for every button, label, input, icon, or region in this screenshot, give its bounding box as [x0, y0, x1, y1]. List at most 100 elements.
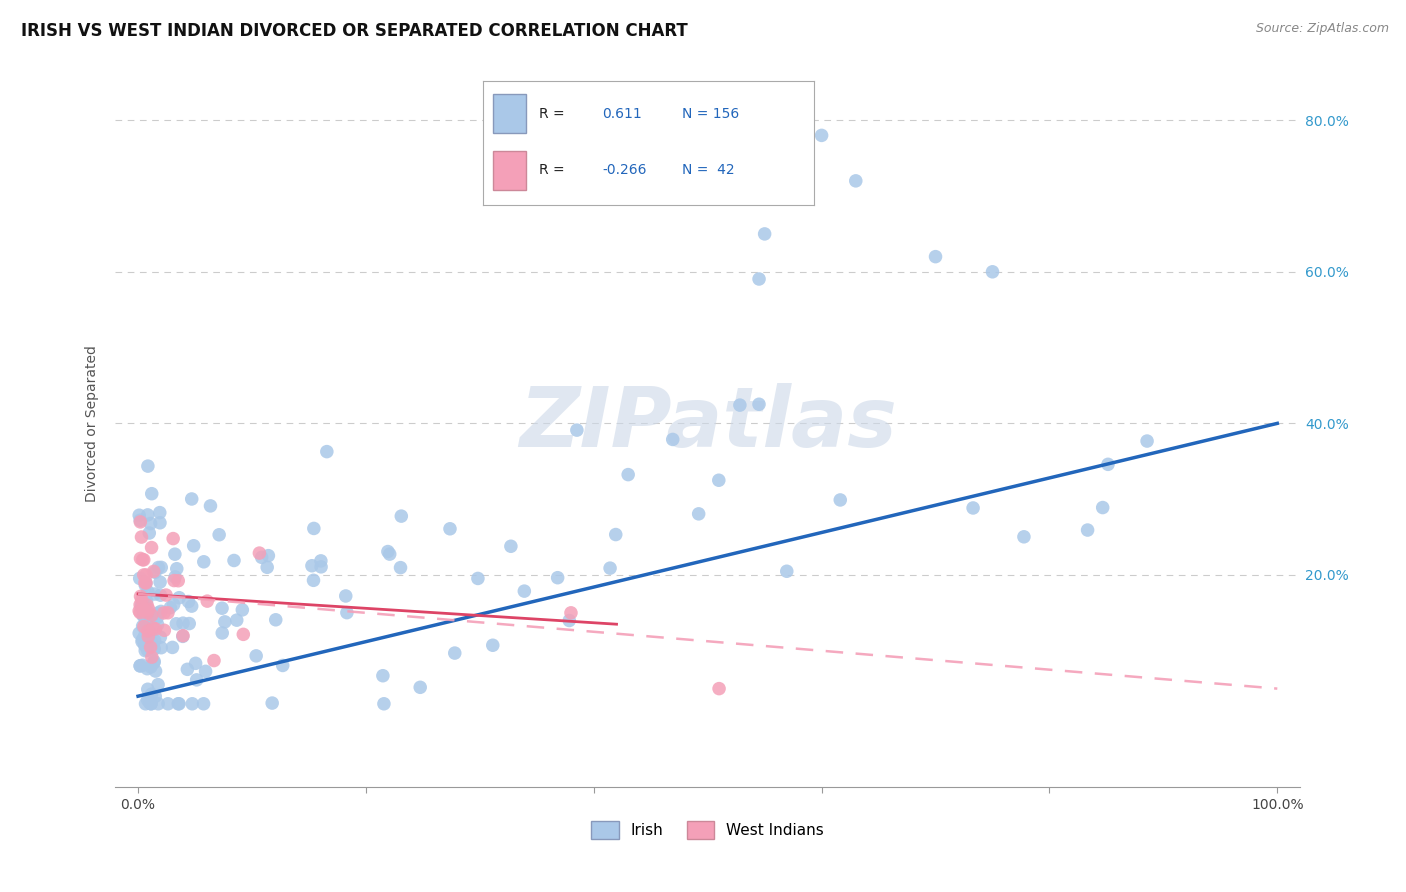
Point — [146, 678, 169, 692]
Point — [139, 516, 162, 531]
Point — [167, 591, 190, 605]
Point — [132, 619, 155, 633]
Point — [184, 657, 207, 671]
Point — [167, 574, 190, 588]
Point — [232, 627, 254, 641]
Point — [565, 423, 588, 437]
Point — [302, 574, 325, 588]
Point — [129, 513, 152, 527]
Point — [748, 272, 770, 286]
Point — [194, 665, 217, 679]
Point — [163, 547, 186, 561]
Point — [136, 662, 159, 676]
Point — [132, 568, 155, 582]
Point — [134, 578, 156, 592]
Point — [371, 669, 394, 683]
Point — [132, 603, 155, 617]
Point — [132, 608, 155, 623]
Point — [165, 616, 187, 631]
Point — [138, 610, 160, 624]
Point — [143, 566, 166, 580]
Point — [810, 128, 832, 143]
Point — [150, 640, 173, 655]
Point — [148, 697, 170, 711]
Point — [128, 508, 150, 523]
Point — [145, 664, 167, 678]
Point — [136, 605, 159, 619]
Point — [499, 539, 522, 553]
Point — [135, 594, 157, 608]
Point — [336, 606, 359, 620]
Point — [156, 697, 179, 711]
Point — [131, 658, 153, 673]
Point — [131, 600, 153, 615]
Point — [141, 687, 163, 701]
Point — [177, 594, 200, 608]
Point — [139, 612, 162, 626]
Point — [439, 522, 461, 536]
Point — [165, 570, 187, 584]
Point — [247, 546, 270, 560]
Point — [159, 600, 181, 615]
Point — [131, 634, 153, 648]
Point — [136, 630, 159, 644]
Point — [443, 646, 465, 660]
Point — [141, 650, 163, 665]
Point — [163, 574, 186, 588]
Point — [707, 473, 730, 487]
Point — [162, 640, 184, 655]
Point — [131, 593, 153, 607]
Point — [302, 521, 325, 535]
Point — [128, 571, 150, 585]
Point — [139, 626, 162, 640]
Point — [129, 590, 152, 604]
Point — [193, 697, 215, 711]
Point — [389, 509, 412, 524]
Point — [136, 459, 159, 474]
Point — [136, 606, 159, 620]
Point — [136, 612, 159, 626]
Point — [156, 606, 179, 620]
Point — [166, 562, 188, 576]
Point — [193, 555, 215, 569]
Point — [163, 598, 186, 612]
Point — [688, 507, 710, 521]
Point — [136, 599, 159, 613]
Point — [132, 608, 155, 623]
Point — [143, 690, 166, 704]
Point — [146, 617, 169, 632]
Point — [139, 697, 162, 711]
Point — [1136, 434, 1159, 448]
Point — [225, 613, 247, 627]
Point — [176, 662, 198, 676]
Point — [309, 554, 332, 568]
Point — [377, 544, 399, 558]
Point — [257, 549, 280, 563]
Point — [250, 550, 273, 565]
Point — [180, 491, 202, 506]
Point — [211, 626, 233, 640]
Point — [256, 560, 278, 574]
Point — [748, 397, 770, 411]
Point — [378, 547, 401, 561]
Point — [754, 227, 776, 241]
Point — [146, 610, 169, 624]
Point — [211, 601, 233, 615]
Point — [134, 596, 156, 610]
Point — [617, 467, 640, 482]
Point — [214, 615, 236, 629]
Point — [149, 604, 172, 618]
Point — [134, 643, 156, 657]
Point — [181, 697, 204, 711]
Text: Source: ZipAtlas.com: Source: ZipAtlas.com — [1256, 22, 1389, 36]
Point — [141, 608, 163, 623]
Point — [1091, 500, 1114, 515]
Point — [315, 444, 337, 458]
Point — [136, 693, 159, 707]
Point — [153, 606, 176, 620]
Point — [138, 602, 160, 616]
Point — [180, 599, 202, 614]
Point — [231, 603, 253, 617]
Point — [142, 621, 165, 635]
Point — [129, 659, 152, 673]
